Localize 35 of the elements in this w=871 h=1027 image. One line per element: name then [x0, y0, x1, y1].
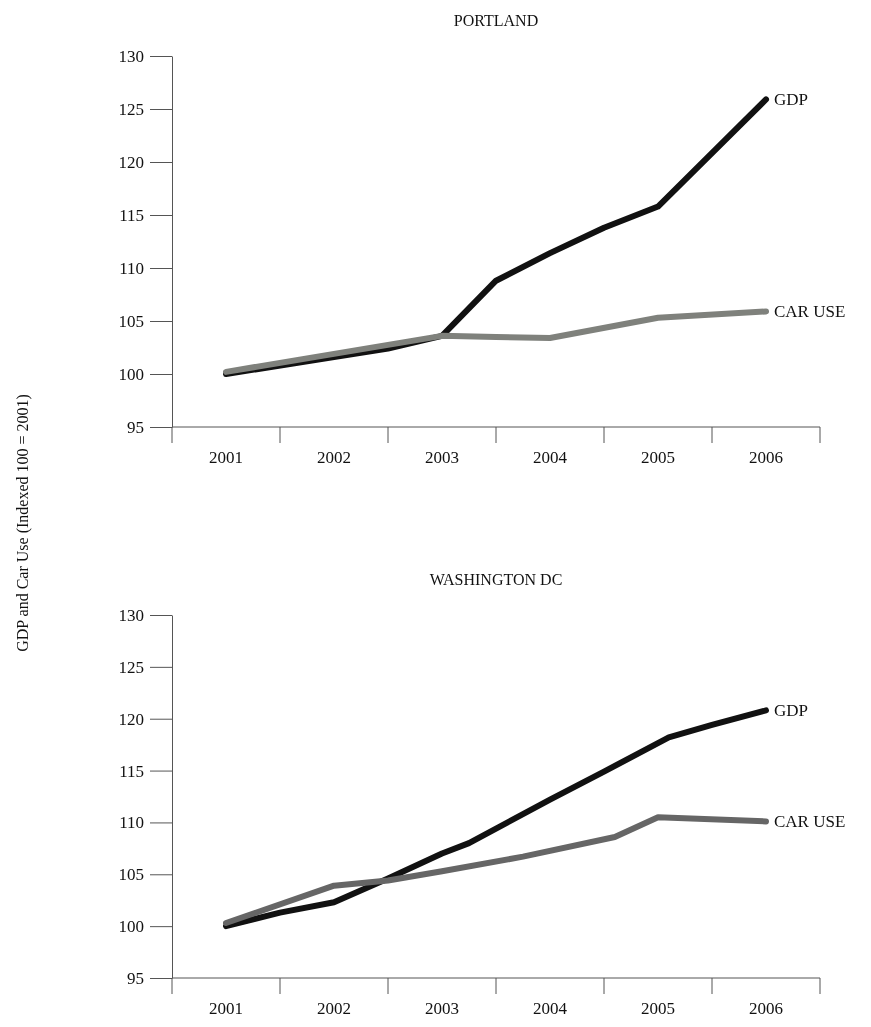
y-tick-label: 110 — [119, 813, 144, 833]
x-tick-label: 2001 — [209, 448, 243, 467]
x-tick-label: 2005 — [641, 448, 675, 467]
y-tick-label: 105 — [118, 865, 144, 885]
x-tick-label: 2003 — [425, 448, 459, 467]
x-tick-label: 2006 — [749, 448, 783, 467]
x-tick-label: 2004 — [533, 999, 568, 1018]
series-label: GDP — [774, 90, 809, 110]
series-label: CAR USE — [774, 302, 846, 322]
y-tick-label: 130 — [118, 605, 144, 625]
series-label: CAR USE — [774, 812, 846, 832]
chart-title: WASHINGTON DC — [429, 571, 563, 588]
x-tick-label: 2002 — [317, 999, 351, 1018]
y-tick-label: 125 — [118, 99, 144, 119]
x-tick-label: 2006 — [749, 999, 783, 1018]
y-tick-label: 120 — [118, 152, 144, 172]
y-tick-label: 95 — [127, 417, 144, 437]
y-tick-label: 100 — [118, 364, 144, 384]
y-tick-label: 120 — [118, 709, 144, 729]
y-tick-label: 125 — [118, 657, 144, 677]
y-tick-label: 115 — [119, 761, 144, 781]
x-tick-label: 2001 — [209, 999, 243, 1018]
y-axis-title: GDP and Car Use (Indexed 100 = 2001) — [14, 394, 32, 652]
y-tick-label: 105 — [118, 311, 144, 331]
y-tick-label: 100 — [118, 917, 144, 937]
y-tick-label: 95 — [127, 968, 144, 988]
x-tick-label: 2003 — [425, 999, 459, 1018]
x-tick-label: 2005 — [641, 999, 675, 1018]
series-label: GDP — [774, 701, 809, 721]
y-tick-label: 115 — [119, 205, 144, 225]
x-tick-label: 2002 — [317, 448, 351, 467]
chart-title: PORTLAND — [453, 12, 539, 29]
x-tick-label: 2004 — [533, 448, 568, 467]
y-tick-label: 130 — [118, 46, 144, 66]
y-tick-label: 110 — [119, 258, 144, 278]
